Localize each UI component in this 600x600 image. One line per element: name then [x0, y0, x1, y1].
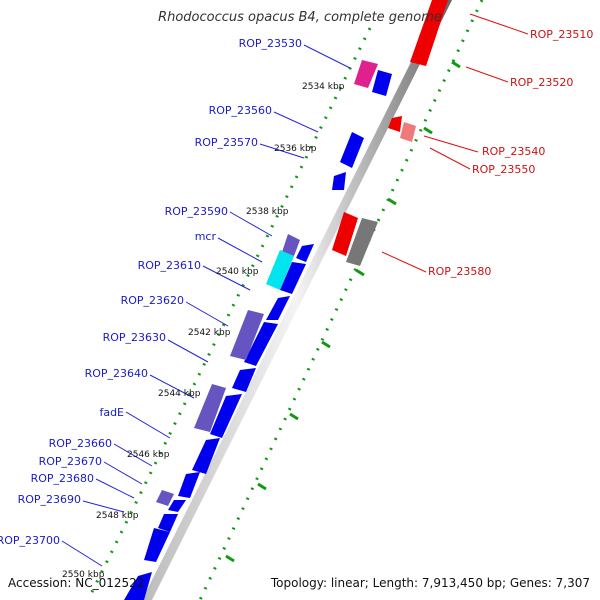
tick-label: 2534 kbp	[302, 82, 345, 92]
tick-label: 2542 kbp	[188, 328, 231, 338]
gene-label: mcr	[195, 230, 217, 243]
gene-label: ROP_23700	[0, 534, 60, 547]
gene-rop-23530-fwd	[372, 70, 392, 96]
outer-major-ticks	[225, 60, 461, 563]
gene-rop-23560	[340, 132, 364, 168]
tick-label: 2548 kbp	[96, 511, 139, 521]
gene-rop-23530-magenta	[354, 60, 378, 88]
gene-label: fadE	[99, 406, 124, 419]
gene-rop-23540	[388, 116, 402, 132]
reverse-genes	[332, 0, 448, 266]
gene-label: ROP_23520	[510, 76, 573, 89]
gene-label: ROP_23620	[121, 294, 184, 307]
right-gene-labels: ROP_23510 ROP_23520 ROP_23540 ROP_23550 …	[428, 28, 593, 278]
gene-label: ROP_23510	[530, 28, 593, 41]
gene-label: ROP_23530	[239, 37, 302, 50]
gene-rop-23590-slate	[282, 234, 300, 256]
gene-rop-23680-slate	[156, 490, 174, 506]
gene-rop-23660	[210, 394, 242, 438]
tick-label: 2536 kbp	[274, 144, 317, 154]
gene-rop-23720	[124, 572, 152, 600]
gene-rop-23550	[400, 122, 416, 142]
gene-rop-23580-grey	[346, 218, 378, 266]
gene-rop-23670	[192, 438, 220, 474]
gene-rop-23680	[178, 472, 200, 498]
gene-label: ROP_23670	[39, 455, 102, 468]
gene-label: ROP_23610	[138, 259, 201, 272]
gene-label: ROP_23550	[472, 163, 535, 176]
gene-rop-23620	[280, 262, 306, 294]
gene-mcr-cyan	[266, 250, 294, 290]
gene-rop-23640	[244, 322, 278, 366]
left-leader-lines	[61, 44, 351, 567]
accession-label: Accession: NC_012522	[8, 576, 145, 590]
gene-rop-23610	[296, 244, 314, 262]
tick-label: 2550 kbp	[62, 570, 105, 580]
outer-tick-ring	[198, 0, 484, 600]
gene-label: ROP_23640	[85, 367, 148, 380]
gene-label: ROP_23540	[482, 145, 545, 158]
right-leader-lines	[381, 13, 529, 273]
gene-label: ROP_23590	[165, 205, 228, 218]
genome-backbone	[142, 0, 452, 600]
gene-rop-23510	[410, 0, 448, 66]
gene-label: ROP_23580	[428, 265, 491, 278]
tick-label: 2540 kbp	[216, 267, 259, 277]
gene-label: ROP_23560	[209, 104, 272, 117]
gene-rop-23630-slate	[230, 310, 264, 360]
gene-label: ROP_23690	[18, 493, 81, 506]
tick-label: 2546 kbp	[127, 450, 170, 460]
gene-rop-23630	[266, 296, 290, 320]
left-gene-labels: ROP_23530 ROP_23560 ROP_23570 ROP_23590 …	[0, 37, 302, 547]
gene-fade	[232, 368, 256, 392]
gene-label: ROP_23570	[195, 136, 258, 149]
forward-genes	[124, 70, 392, 600]
gene-label: ROP_23680	[31, 472, 94, 485]
genome-summary: Topology: linear; Length: 7,913,450 bp; …	[270, 576, 590, 590]
gene-label: ROP_23660	[49, 437, 112, 450]
gene-rop-23640-slate	[194, 384, 226, 432]
tick-label: 2544 kbp	[158, 389, 201, 399]
tick-labels: 2534 kbp 2536 kbp 2538 kbp 2540 kbp 2542…	[62, 82, 345, 580]
map-title: Rhodococcus opacus B4, complete genome	[158, 10, 442, 25]
gene-rop-23700	[158, 514, 178, 532]
gene-rop-23690	[168, 500, 186, 512]
gene-rop-23570	[332, 172, 346, 190]
gene-label: ROP_23630	[103, 331, 166, 344]
gene-rop-23710	[144, 528, 170, 562]
gene-rop-23580-red	[332, 212, 358, 256]
tick-label: 2538 kbp	[246, 207, 289, 217]
